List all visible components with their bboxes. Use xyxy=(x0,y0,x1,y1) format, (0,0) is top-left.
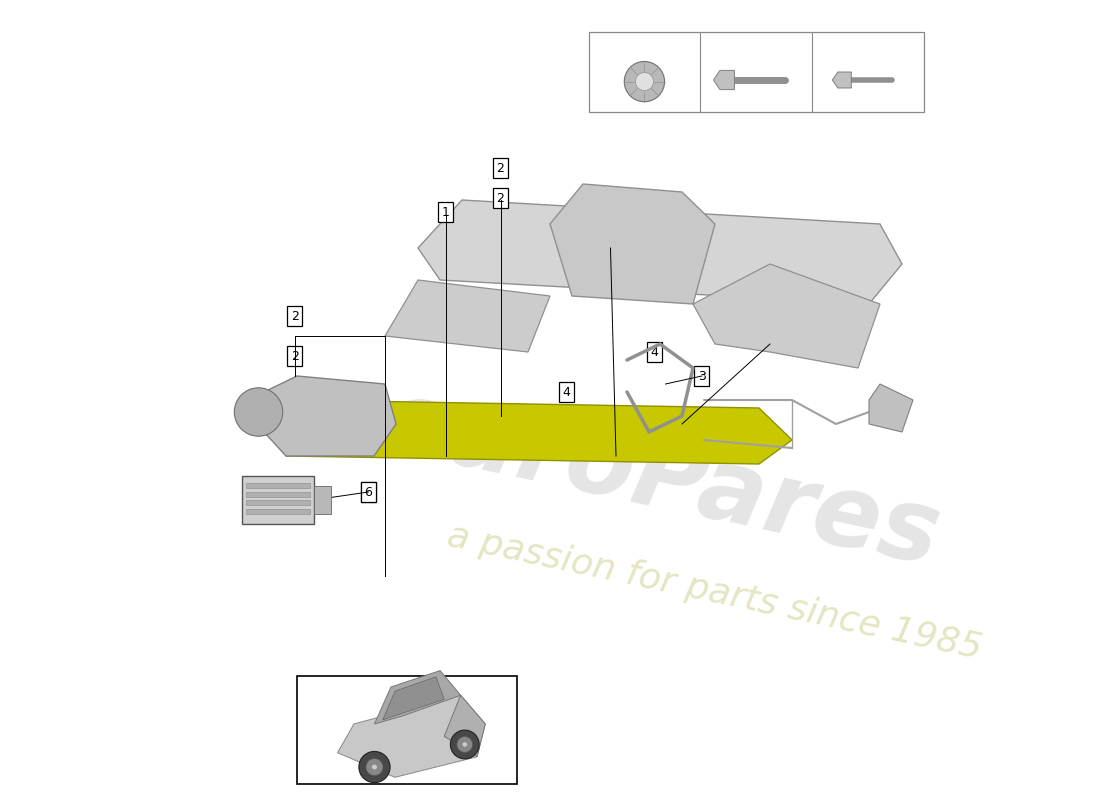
Circle shape xyxy=(456,737,473,752)
Text: 6: 6 xyxy=(364,486,373,498)
Text: 6: 6 xyxy=(364,486,373,498)
Bar xyxy=(314,486,331,514)
Polygon shape xyxy=(418,200,902,304)
Text: 3: 3 xyxy=(697,370,706,382)
Polygon shape xyxy=(385,280,550,352)
Text: 2: 2 xyxy=(496,192,505,205)
Bar xyxy=(245,509,310,514)
Text: 5: 5 xyxy=(606,242,615,254)
Circle shape xyxy=(636,73,653,90)
Polygon shape xyxy=(264,376,396,456)
Circle shape xyxy=(450,730,480,759)
Polygon shape xyxy=(714,70,735,90)
Text: 5: 5 xyxy=(678,418,686,430)
Text: 2: 2 xyxy=(496,162,505,174)
Circle shape xyxy=(359,751,390,782)
Circle shape xyxy=(462,742,468,747)
Polygon shape xyxy=(383,677,444,720)
Bar xyxy=(245,501,310,506)
Bar xyxy=(297,676,517,784)
Bar xyxy=(245,483,310,488)
Polygon shape xyxy=(444,695,485,757)
Text: euroPares: euroPares xyxy=(372,374,948,586)
Text: 4: 4 xyxy=(716,40,725,53)
Polygon shape xyxy=(550,184,715,304)
Text: 2: 2 xyxy=(290,350,299,362)
Bar xyxy=(242,476,314,524)
Polygon shape xyxy=(338,695,485,778)
Text: 4: 4 xyxy=(562,386,571,398)
Circle shape xyxy=(234,388,283,436)
Text: 2: 2 xyxy=(828,40,836,53)
Polygon shape xyxy=(374,670,461,724)
Bar xyxy=(588,32,924,112)
Text: 4: 4 xyxy=(650,346,659,358)
Text: 1: 1 xyxy=(441,206,450,218)
Text: 5: 5 xyxy=(605,40,613,53)
Text: a passion for parts since 1985: a passion for parts since 1985 xyxy=(444,518,986,666)
Polygon shape xyxy=(833,72,851,88)
Polygon shape xyxy=(286,400,792,464)
Polygon shape xyxy=(869,384,913,432)
Text: 2: 2 xyxy=(290,310,299,322)
Bar xyxy=(245,492,310,497)
Circle shape xyxy=(372,764,377,770)
Circle shape xyxy=(366,758,383,776)
Polygon shape xyxy=(693,264,880,368)
Circle shape xyxy=(625,62,664,102)
